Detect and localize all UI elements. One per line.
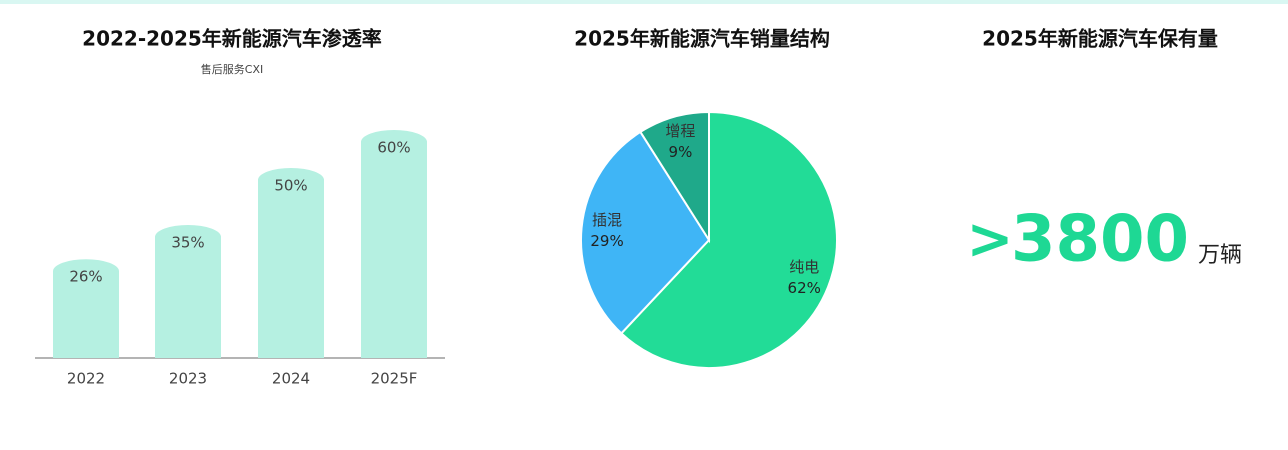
value-label: 35% <box>171 234 204 252</box>
bar <box>258 168 324 358</box>
chart-subtitle: 售后服务CXI <box>201 62 263 76</box>
x-tick-label: 2024 <box>272 370 310 388</box>
value-label: 60% <box>377 139 410 157</box>
pie-slice <box>580 130 711 335</box>
x-tick-label: 2022 <box>67 370 105 388</box>
top-band <box>0 0 1288 4</box>
slice-value: 62% <box>788 279 821 297</box>
stat-unit: 万辆 <box>1198 243 1242 268</box>
value-label: 26% <box>69 268 102 286</box>
x-tick-label: 2023 <box>169 370 207 388</box>
value-label: 50% <box>274 177 307 195</box>
stat-value: 3800 <box>1011 203 1189 277</box>
chart-title: 2022-2025年新能源汽车渗透率 <box>82 27 382 51</box>
stat-title: 2025年新能源汽车保有量 <box>982 27 1218 51</box>
chart-title: 2025年新能源汽车销量结构 <box>574 27 830 51</box>
bar <box>53 259 119 358</box>
slice-label: 插混 <box>592 211 622 229</box>
slice-label: 纯电 <box>789 258 819 276</box>
slice-label: 增程 <box>665 122 695 140</box>
pie-slice <box>619 110 838 369</box>
pie-slice <box>639 110 710 244</box>
stat-prefix: > <box>967 207 1014 272</box>
bar <box>155 225 221 358</box>
bar <box>361 130 427 358</box>
slice-value: 29% <box>590 232 623 250</box>
x-tick-label: 2025F <box>371 370 418 388</box>
slice-value: 9% <box>669 143 693 161</box>
